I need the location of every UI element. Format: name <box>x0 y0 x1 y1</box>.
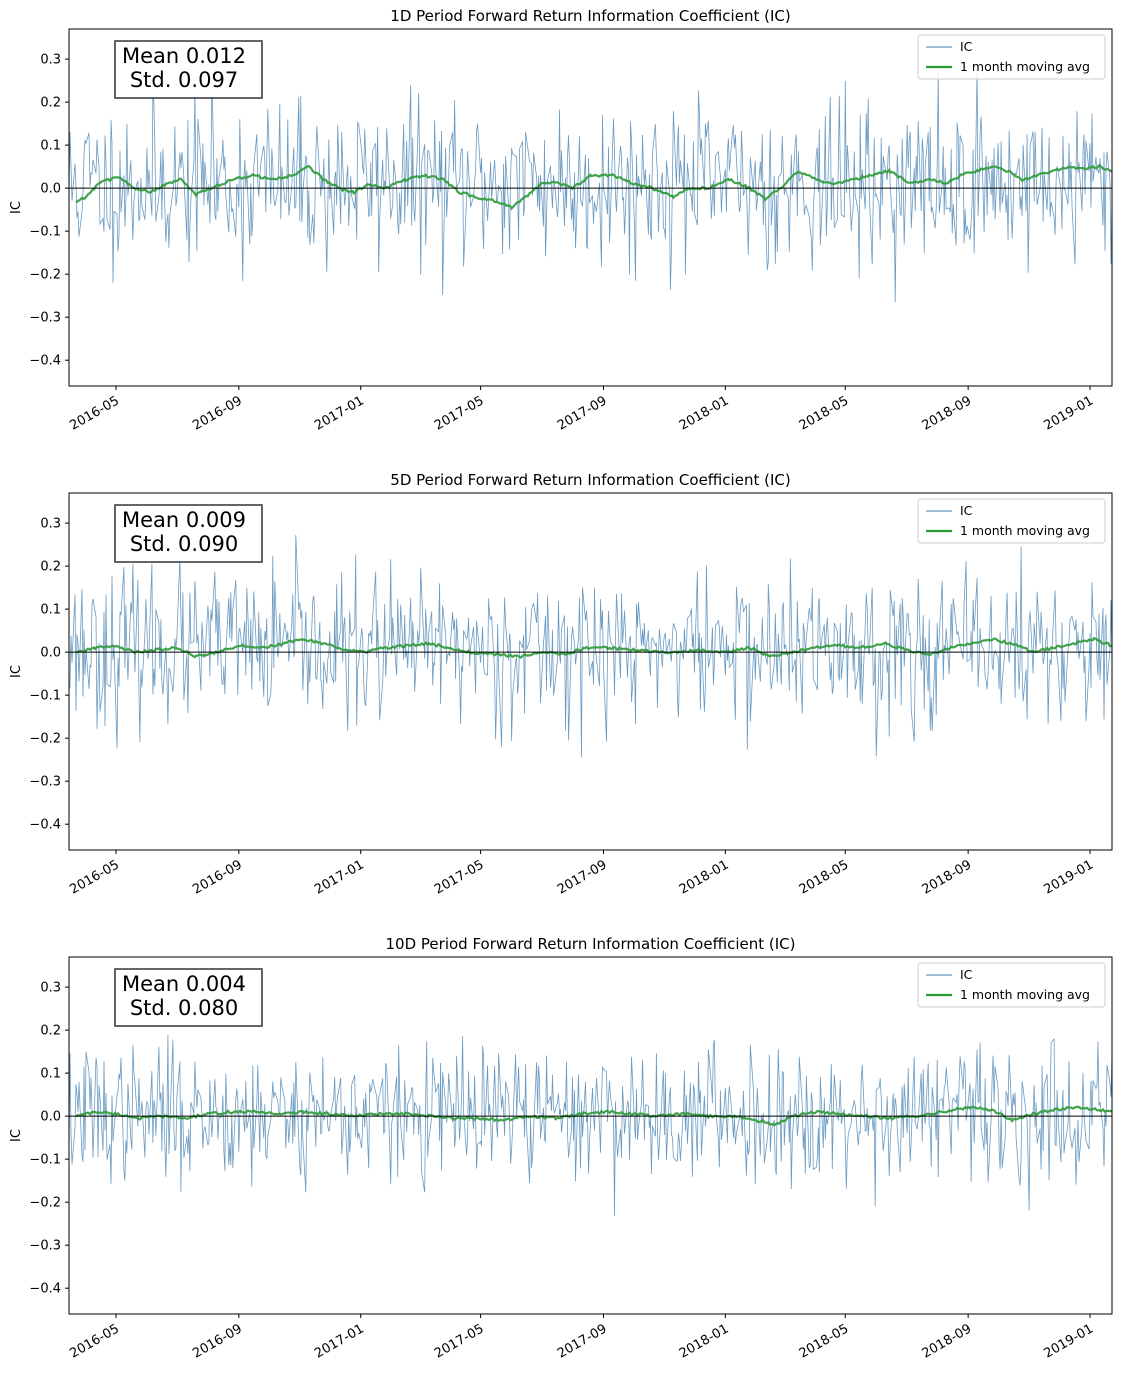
x-tick-label: 2018-09 <box>920 857 975 897</box>
legend-ic-label: IC <box>960 503 973 518</box>
y-axis-label: IC <box>9 1129 24 1142</box>
x-tick-label: 2017-09 <box>555 393 610 433</box>
y-tick-label: −0.3 <box>29 775 61 790</box>
stats-box-frame <box>114 968 263 1027</box>
x-tick-label: 2018-09 <box>920 1321 975 1361</box>
y-tick-label: 0.2 <box>40 560 61 575</box>
y-tick-label: 0.0 <box>40 182 61 197</box>
y-tick-label: 0.0 <box>40 1110 61 1125</box>
ic-panel-3: 10D Period Forward Return Information Co… <box>9 935 1113 1362</box>
x-tick-label: 2017-01 <box>312 857 367 897</box>
chart-title: 10D Period Forward Return Information Co… <box>386 935 796 953</box>
x-tick-label: 2018-01 <box>677 1321 732 1361</box>
y-tick-label: 0.3 <box>40 517 61 532</box>
y-tick-label: −0.1 <box>29 1153 61 1168</box>
ic-series-line <box>69 67 1112 303</box>
y-tick-label: 0.2 <box>40 96 61 111</box>
axes-frame <box>68 956 1113 1315</box>
legend-frame <box>917 498 1106 544</box>
stats-box-frame <box>114 40 263 99</box>
x-tick-label: 2016-05 <box>67 1321 122 1361</box>
stats-mean: Mean 0.004 <box>122 972 246 996</box>
legend-ma-label: 1 month moving avg <box>960 523 1090 538</box>
ic-panel-2: 5D Period Forward Return Information Coe… <box>9 471 1113 898</box>
x-tick-label: 2018-05 <box>797 393 852 433</box>
y-tick-label: −0.2 <box>29 1196 61 1211</box>
y-tick-label: 0.1 <box>40 1067 61 1082</box>
stats-mean: Mean 0.009 <box>122 508 246 532</box>
x-tick-label: 2017-09 <box>555 857 610 897</box>
y-tick-label: 0.3 <box>40 981 61 996</box>
x-tick-label: 2017-01 <box>312 1321 367 1361</box>
x-tick-label: 2016-09 <box>190 1321 245 1361</box>
y-tick-label: 0.3 <box>40 53 61 68</box>
y-tick-label: −0.2 <box>29 732 61 747</box>
stats-box-frame <box>114 504 263 563</box>
y-tick-label: −0.3 <box>29 311 61 326</box>
y-tick-label: −0.4 <box>29 354 61 369</box>
y-tick-label: −0.4 <box>29 818 61 833</box>
y-axis-label: IC <box>9 201 24 214</box>
x-tick-label: 2019-01 <box>1041 857 1096 897</box>
y-tick-label: 0.2 <box>40 1024 61 1039</box>
y-tick-label: 0.1 <box>40 603 61 618</box>
legend-frame <box>917 962 1106 1008</box>
x-tick-label: 2018-05 <box>797 1321 852 1361</box>
x-tick-label: 2016-09 <box>190 393 245 433</box>
legend: IC 1 month moving avg <box>917 34 1106 80</box>
x-tick-label: 2016-05 <box>67 393 122 433</box>
stats-mean: Mean 0.012 <box>122 44 246 68</box>
legend-ic-label: IC <box>960 967 973 982</box>
x-tick-label: 2017-05 <box>432 393 487 433</box>
y-tick-label: 0.0 <box>40 646 61 661</box>
x-tick-label: 2017-09 <box>555 1321 610 1361</box>
x-tick-label: 2019-01 <box>1041 393 1096 433</box>
y-tick-label: −0.1 <box>29 689 61 704</box>
x-tick-label: 2018-09 <box>920 393 975 433</box>
ic-panel-1: 1D Period Forward Return Information Coe… <box>9 7 1113 434</box>
stats-std: Std. 0.097 <box>130 68 238 92</box>
x-tick-label: 2017-05 <box>432 857 487 897</box>
legend: IC 1 month moving avg <box>917 498 1106 544</box>
legend-ic-label: IC <box>960 39 973 54</box>
y-axis-label: IC <box>9 665 24 678</box>
y-tick-label: 0.1 <box>40 139 61 154</box>
moving-average-line <box>75 164 1112 211</box>
x-tick-label: 2018-01 <box>677 857 732 897</box>
x-tick-label: 2016-05 <box>67 857 122 897</box>
stats-std: Std. 0.090 <box>130 532 238 556</box>
y-tick-label: −0.3 <box>29 1239 61 1254</box>
x-tick-label: 2018-01 <box>677 393 732 433</box>
x-tick-label: 2016-09 <box>190 857 245 897</box>
x-tick-label: 2018-05 <box>797 857 852 897</box>
legend-ma-label: 1 month moving avg <box>960 987 1090 1002</box>
moving-average-line <box>75 1105 1112 1127</box>
axes-frame <box>68 28 1113 387</box>
chart-title: 1D Period Forward Return Information Coe… <box>390 7 790 25</box>
y-tick-label: −0.2 <box>29 268 61 283</box>
x-tick-label: 2017-01 <box>312 393 367 433</box>
axes-frame <box>68 492 1113 851</box>
legend: IC 1 month moving avg <box>917 962 1106 1008</box>
y-tick-label: −0.4 <box>29 1282 61 1297</box>
y-tick-label: −0.1 <box>29 225 61 240</box>
stats-std: Std. 0.080 <box>130 996 238 1020</box>
x-tick-label: 2017-05 <box>432 1321 487 1361</box>
legend-frame <box>917 34 1106 80</box>
legend-ma-label: 1 month moving avg <box>960 59 1090 74</box>
x-tick-label: 2019-01 <box>1041 1321 1096 1361</box>
chart-title: 5D Period Forward Return Information Coe… <box>390 471 790 489</box>
ic-series-line <box>69 1034 1112 1216</box>
